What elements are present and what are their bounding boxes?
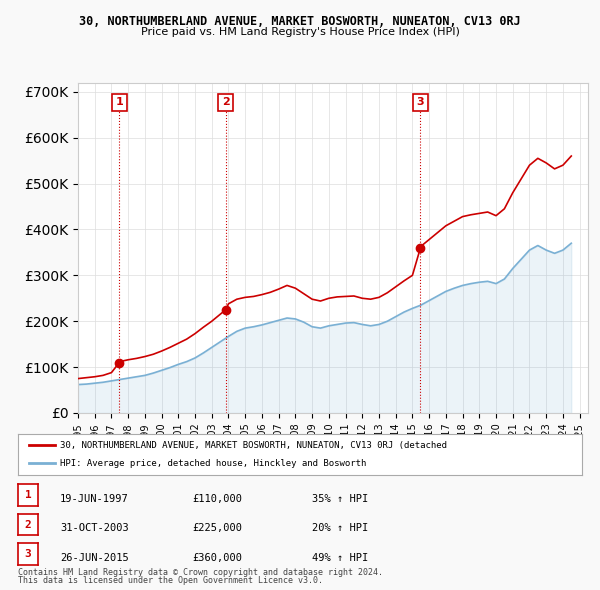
- Text: Contains HM Land Registry data © Crown copyright and database right 2024.: Contains HM Land Registry data © Crown c…: [18, 568, 383, 577]
- Text: 3: 3: [416, 97, 424, 107]
- Text: 3: 3: [25, 549, 31, 559]
- Text: 26-JUN-2015: 26-JUN-2015: [60, 553, 129, 562]
- Text: 19-JUN-1997: 19-JUN-1997: [60, 494, 129, 503]
- Text: 1: 1: [25, 490, 31, 500]
- Text: 31-OCT-2003: 31-OCT-2003: [60, 523, 129, 533]
- Text: £225,000: £225,000: [192, 523, 242, 533]
- Text: This data is licensed under the Open Government Licence v3.0.: This data is licensed under the Open Gov…: [18, 576, 323, 585]
- Text: £110,000: £110,000: [192, 494, 242, 503]
- Text: 20% ↑ HPI: 20% ↑ HPI: [312, 523, 368, 533]
- Text: 2: 2: [25, 520, 31, 529]
- Text: 49% ↑ HPI: 49% ↑ HPI: [312, 553, 368, 562]
- Text: HPI: Average price, detached house, Hinckley and Bosworth: HPI: Average price, detached house, Hinc…: [60, 459, 367, 468]
- Text: 1: 1: [115, 97, 123, 107]
- Text: 30, NORTHUMBERLAND AVENUE, MARKET BOSWORTH, NUNEATON, CV13 0RJ: 30, NORTHUMBERLAND AVENUE, MARKET BOSWOR…: [79, 15, 521, 28]
- Text: 35% ↑ HPI: 35% ↑ HPI: [312, 494, 368, 503]
- Text: £360,000: £360,000: [192, 553, 242, 562]
- Text: Price paid vs. HM Land Registry's House Price Index (HPI): Price paid vs. HM Land Registry's House …: [140, 27, 460, 37]
- Text: 30, NORTHUMBERLAND AVENUE, MARKET BOSWORTH, NUNEATON, CV13 0RJ (detached: 30, NORTHUMBERLAND AVENUE, MARKET BOSWOR…: [60, 441, 448, 450]
- Text: 2: 2: [222, 97, 230, 107]
